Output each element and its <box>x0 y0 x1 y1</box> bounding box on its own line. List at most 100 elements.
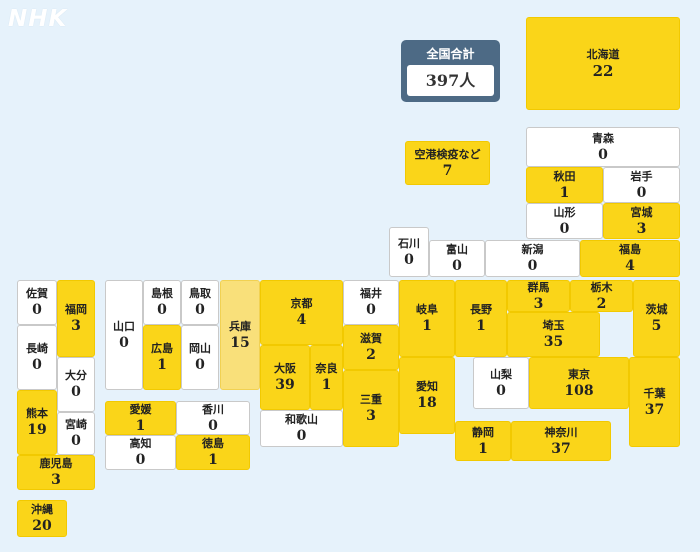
prefecture-name: 大阪 <box>274 362 296 375</box>
prefecture-count: 1 <box>422 318 432 334</box>
prefecture-name: 和歌山 <box>285 413 318 426</box>
prefecture-airport[interactable]: 空港検疫など 7 <box>405 141 490 185</box>
prefecture-count: 0 <box>452 258 462 274</box>
prefecture-name: 石川 <box>398 236 420 250</box>
prefecture-name: 秋田 <box>553 169 576 183</box>
prefecture-count: 0 <box>32 357 42 373</box>
prefecture-count: 20 <box>32 518 52 534</box>
prefecture-name: 島根 <box>151 287 173 300</box>
prefecture-hokkaido[interactable]: 北海道 22 <box>526 17 680 110</box>
prefecture-wakayama[interactable]: 和歌山 0 <box>260 410 343 447</box>
prefecture-fukuoka[interactable]: 福岡 3 <box>57 280 95 357</box>
prefecture-saga[interactable]: 佐賀 0 <box>17 280 57 325</box>
prefecture-iwate[interactable]: 岩手 0 <box>603 167 680 203</box>
prefecture-niigata[interactable]: 新潟 0 <box>485 240 580 277</box>
prefecture-name: 沖縄 <box>31 503 53 516</box>
prefecture-chiba[interactable]: 千葉 37 <box>629 357 680 447</box>
prefecture-count: 22 <box>592 62 614 80</box>
prefecture-name: 熊本 <box>26 407 48 420</box>
prefecture-name: 空港検疫など <box>414 147 481 161</box>
prefecture-fukushima[interactable]: 福島 4 <box>580 240 680 277</box>
prefecture-name: 愛媛 <box>129 402 152 416</box>
prefecture-name: 宮城 <box>630 205 653 219</box>
prefecture-hiroshima[interactable]: 広島 1 <box>143 325 181 390</box>
prefecture-name: 富山 <box>446 243 468 256</box>
prefecture-saitama[interactable]: 埼玉 35 <box>507 312 600 357</box>
prefecture-name: 群馬 <box>527 280 550 294</box>
prefecture-name: 千葉 <box>643 386 666 400</box>
prefecture-count: 0 <box>636 184 647 201</box>
prefecture-count: 35 <box>543 334 564 350</box>
prefecture-name: 長崎 <box>26 342 48 355</box>
prefecture-yamagata[interactable]: 山形 0 <box>526 203 603 239</box>
prefecture-count: 3 <box>636 220 647 237</box>
nhk-logo: NHK <box>8 6 68 32</box>
prefecture-kochi[interactable]: 高知 0 <box>105 435 176 470</box>
prefecture-shimane[interactable]: 島根 0 <box>143 280 181 325</box>
prefecture-count: 37 <box>644 401 665 418</box>
prefecture-name: 神奈川 <box>544 425 578 439</box>
prefecture-hyogo[interactable]: 兵庫 15 <box>220 280 260 390</box>
prefecture-name: 岡山 <box>189 342 211 355</box>
prefecture-tottori[interactable]: 鳥取 0 <box>181 280 219 325</box>
prefecture-ehime[interactable]: 愛媛 1 <box>105 401 176 435</box>
prefecture-fukui[interactable]: 福井 0 <box>343 280 399 325</box>
prefecture-miyazaki[interactable]: 宮崎 0 <box>57 412 95 455</box>
prefecture-name: 広島 <box>151 342 173 355</box>
prefecture-name: 奈良 <box>315 362 338 375</box>
prefecture-tochigi[interactable]: 栃木 2 <box>570 280 633 312</box>
national-total-value: 397人 <box>407 65 494 96</box>
prefecture-kyoto[interactable]: 京都 4 <box>260 280 343 345</box>
prefecture-nara[interactable]: 奈良 1 <box>310 345 343 410</box>
prefecture-count: 0 <box>32 302 42 318</box>
prefecture-kanagawa[interactable]: 神奈川 37 <box>511 421 611 461</box>
prefecture-toyama[interactable]: 富山 0 <box>429 240 485 277</box>
prefecture-name: 長野 <box>470 303 492 316</box>
prefecture-name: 静岡 <box>472 425 494 439</box>
prefecture-name: 岩手 <box>630 169 653 183</box>
prefecture-count: 1 <box>135 417 146 434</box>
prefecture-kagoshima[interactable]: 鹿児島 3 <box>17 455 95 490</box>
prefecture-yamanashi[interactable]: 山梨 0 <box>473 357 529 409</box>
national-total-label: 全国合計 <box>426 47 475 61</box>
prefecture-okayama[interactable]: 岡山 0 <box>181 325 219 390</box>
prefecture-count: 0 <box>208 417 218 434</box>
prefecture-name: 鹿児島 <box>39 457 73 470</box>
prefecture-name: 栃木 <box>590 280 613 294</box>
prefecture-name: 東京 <box>568 367 590 381</box>
prefecture-akita[interactable]: 秋田 1 <box>526 167 603 203</box>
prefecture-name: 宮崎 <box>65 418 87 431</box>
prefecture-name: 京都 <box>290 297 313 310</box>
prefecture-count: 4 <box>625 258 635 274</box>
prefecture-name: 青森 <box>592 131 614 145</box>
prefecture-ibaraki[interactable]: 茨城 5 <box>633 280 680 357</box>
prefecture-oita[interactable]: 大分 0 <box>57 357 95 412</box>
prefecture-yamaguchi[interactable]: 山口 0 <box>105 280 143 390</box>
prefecture-miyagi[interactable]: 宮城 3 <box>603 203 680 239</box>
prefecture-kumamoto[interactable]: 熊本 19 <box>17 390 57 455</box>
prefecture-gunma[interactable]: 群馬 3 <box>507 280 570 312</box>
prefecture-name: 鳥取 <box>189 287 211 300</box>
prefecture-aichi[interactable]: 愛知 18 <box>399 357 455 434</box>
prefecture-okinawa[interactable]: 沖縄 20 <box>17 500 67 537</box>
prefecture-mie[interactable]: 三重 3 <box>343 370 399 447</box>
prefecture-aomori[interactable]: 青森 0 <box>526 127 680 167</box>
prefecture-count: 1 <box>208 452 218 468</box>
prefecture-ishikawa[interactable]: 石川 0 <box>389 227 429 277</box>
prefecture-tokyo[interactable]: 東京 108 <box>529 357 629 409</box>
prefecture-count: 0 <box>296 428 307 444</box>
prefecture-name: 新潟 <box>521 243 544 256</box>
prefecture-nagasaki[interactable]: 長崎 0 <box>17 325 57 390</box>
prefecture-count: 0 <box>135 452 146 468</box>
prefecture-tokushima[interactable]: 徳島 1 <box>176 435 250 470</box>
prefecture-osaka[interactable]: 大阪 39 <box>260 345 310 410</box>
prefecture-name: 愛知 <box>416 380 438 393</box>
prefecture-kagawa[interactable]: 香川 0 <box>176 401 250 435</box>
prefecture-count: 2 <box>596 295 607 312</box>
prefecture-shiga[interactable]: 滋賀 2 <box>343 325 399 370</box>
prefecture-gifu[interactable]: 岐阜 1 <box>399 280 455 357</box>
prefecture-shizuoka[interactable]: 静岡 1 <box>455 421 511 461</box>
prefecture-count: 0 <box>559 220 570 237</box>
prefecture-nagano[interactable]: 長野 1 <box>455 280 507 357</box>
prefecture-count: 39 <box>275 377 295 393</box>
